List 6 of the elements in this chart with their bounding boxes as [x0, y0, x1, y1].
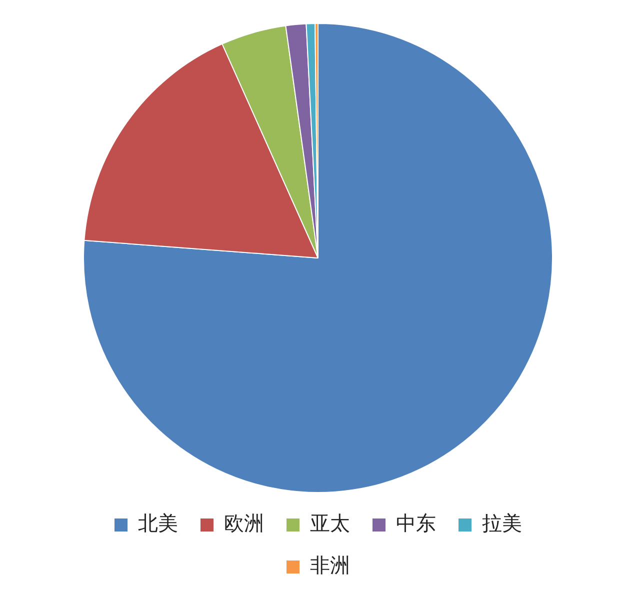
legend-label: 拉美: [482, 511, 522, 536]
legend-label: 非洲: [310, 553, 350, 578]
legend-label: 亚太: [310, 511, 350, 536]
legend-label: 中东: [396, 511, 436, 536]
legend-label: 北美: [138, 511, 178, 536]
legend-label: 欧洲: [224, 511, 264, 536]
